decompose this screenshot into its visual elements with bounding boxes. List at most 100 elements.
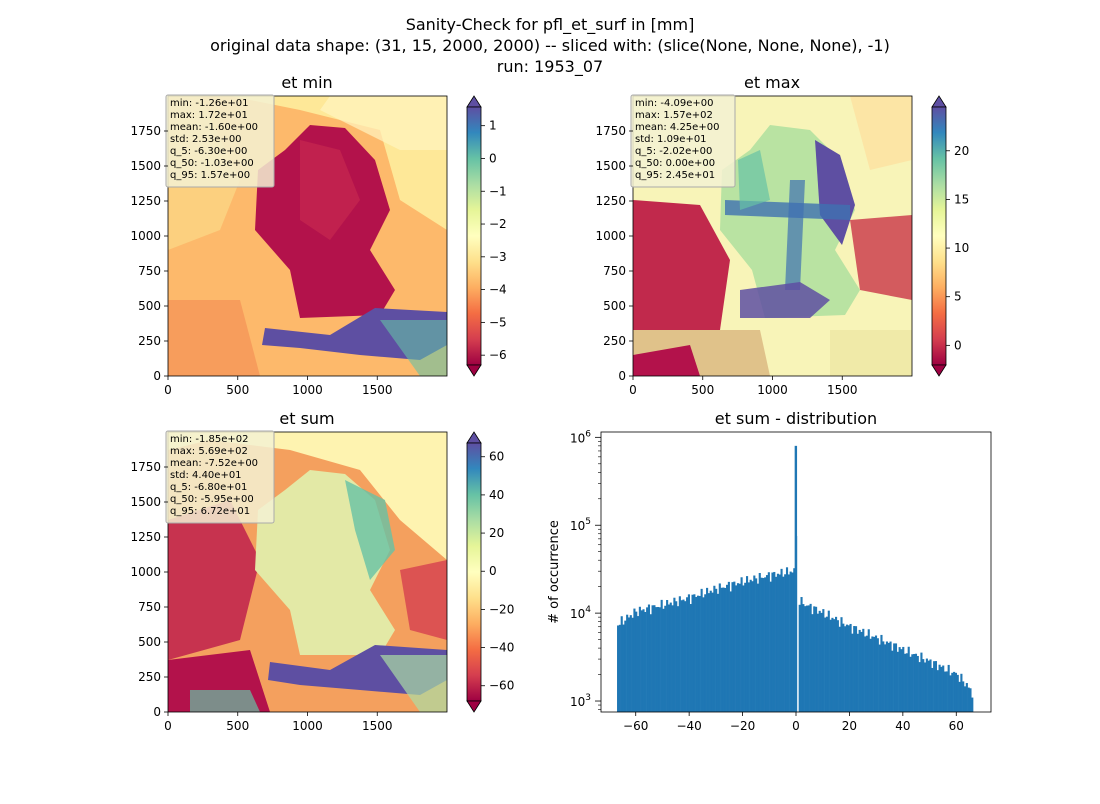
histogram-bar	[751, 581, 754, 712]
histogram-bar	[706, 587, 709, 712]
x-tick-label: 0	[792, 719, 800, 733]
histogram-bar	[891, 650, 894, 712]
histogram-bar	[733, 581, 736, 712]
stat-line: q_50: -1.03e+00	[170, 158, 254, 169]
y-tick-label: 1750	[595, 124, 626, 138]
histogram-bar	[845, 624, 849, 712]
histogram-bar	[720, 587, 723, 712]
histogram-bar	[854, 626, 858, 712]
histogram-bar	[931, 667, 934, 712]
axis-ticks: −60 −40 −20 0 20 40 60 103 104 105 106	[570, 429, 964, 733]
histogram-bar	[664, 605, 667, 712]
histogram-bar	[844, 626, 847, 712]
histogram-bar	[916, 655, 919, 712]
stat-line: q_95: 2.45e+01	[635, 170, 715, 181]
histogram-bar	[729, 591, 732, 712]
histogram-bar	[716, 593, 720, 712]
histogram-bar	[882, 641, 885, 712]
histogram-bar	[745, 576, 749, 712]
y-tick-label: 1250	[595, 194, 626, 208]
histogram-bar	[793, 568, 796, 712]
histogram-bar	[776, 573, 779, 712]
histogram-bar	[851, 633, 854, 712]
colorbar-tick-label: 20	[954, 144, 969, 158]
histogram-bar	[971, 697, 974, 712]
histogram-bar	[818, 610, 821, 712]
axis-ticks: 0 500 1000 1500 0 250 500 750 1000 1250 1500 1750	[130, 460, 392, 733]
stat-line: q_5: -6.30e+00	[170, 146, 247, 157]
panel-title: et max	[744, 73, 800, 92]
histogram-bar	[949, 675, 952, 712]
histogram-bar	[873, 636, 876, 712]
histogram-bar	[631, 617, 634, 712]
histogram-bar	[638, 606, 641, 712]
histogram-bar	[684, 601, 687, 712]
histogram-bar	[965, 683, 968, 712]
histogram-bar	[815, 606, 818, 712]
histogram-bar	[620, 616, 623, 712]
histogram-bar	[646, 607, 649, 712]
histogram-bar	[667, 604, 671, 712]
histogram-bar	[669, 602, 672, 712]
histogram-bar	[869, 638, 872, 712]
histogram-bar	[914, 653, 918, 712]
histogram-bar	[622, 624, 625, 712]
stat-line: max: 1.57e+02	[635, 110, 713, 121]
colorbar-tick-label: −40	[489, 641, 514, 655]
y-tick-label: 250	[138, 334, 161, 348]
histogram-bar	[835, 616, 838, 712]
histogram-bar	[947, 664, 950, 712]
histogram-bar	[637, 616, 640, 712]
histogram-bar	[785, 567, 789, 712]
histogram-bar	[960, 673, 963, 712]
histogram-bar	[893, 643, 896, 712]
histogram-bar	[758, 572, 761, 712]
colorbar-tick-label: −6	[489, 348, 507, 362]
histogram-bar	[655, 607, 658, 712]
histogram-bar	[905, 653, 908, 712]
histogram-bar	[940, 666, 943, 712]
histogram-bar	[682, 599, 685, 712]
x-tick-label: −40	[676, 719, 701, 733]
histogram-bar	[718, 583, 721, 712]
histogram-bar	[702, 597, 705, 712]
colorbar-tick-label: 0	[954, 338, 962, 352]
stat-line: q_50: -5.95e+00	[170, 494, 254, 505]
stats-box: min: -1.26e+01 max: 1.72e+01 mean: -1.60…	[165, 94, 275, 188]
histogram-bar	[666, 600, 669, 712]
histogram-bar	[696, 595, 700, 712]
histogram-bar	[831, 617, 834, 712]
histogram-bar	[642, 609, 645, 712]
histogram-bar	[755, 578, 758, 712]
x-tick-label: −60	[623, 719, 648, 733]
stat-line: q_95: 1.57e+00	[170, 170, 250, 181]
histogram-bar	[909, 656, 912, 712]
x-tick-label: 500	[691, 383, 714, 397]
x-tick-label: 1000	[292, 719, 323, 733]
histogram-bar	[938, 664, 941, 712]
x-tick-label: 500	[226, 719, 249, 733]
histogram-bar	[904, 653, 907, 712]
colorbar-tick-label: −5	[489, 315, 507, 329]
stat-line: min: -1.85e+02	[170, 434, 249, 445]
histogram-bar	[942, 665, 945, 712]
histogram-bar	[896, 651, 899, 712]
panel-et-min: et min min: -1.26e+01 max: 1.72e+01 mean…	[130, 73, 506, 397]
y-tick-label: 500	[138, 299, 161, 313]
histogram-bar	[658, 607, 661, 712]
histogram-bar	[936, 670, 939, 712]
histogram-bar	[713, 585, 716, 712]
histogram-bar	[742, 585, 745, 712]
histogram-bar	[913, 653, 916, 712]
histogram-bar	[856, 633, 859, 712]
y-tick-label: 0	[153, 369, 161, 383]
histogram-bar	[722, 587, 725, 712]
histogram-bars	[617, 445, 974, 712]
histogram-bar	[958, 681, 961, 712]
stat-line: q_50: 0.00e+00	[635, 158, 715, 169]
colorbar-ticks: 0 5 10 15 20	[946, 144, 969, 352]
histogram-bar	[693, 594, 696, 712]
y-tick-label: 750	[603, 264, 626, 278]
histogram-bar	[771, 572, 774, 712]
